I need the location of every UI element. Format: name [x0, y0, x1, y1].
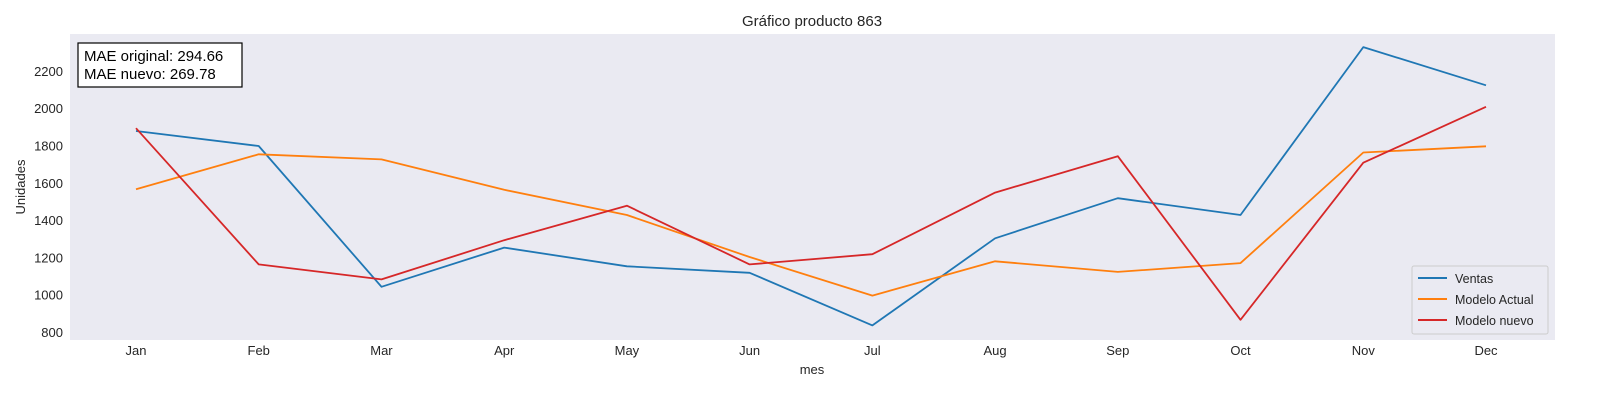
- x-tick-label: Nov: [1352, 343, 1376, 358]
- x-tick-label: Jun: [739, 343, 760, 358]
- x-tick-label: Feb: [248, 343, 270, 358]
- y-axis-ticks: 800 1000 1200 1400 1600 1800 2000 2200: [34, 64, 63, 340]
- x-tick-label: May: [615, 343, 640, 358]
- y-tick-label: 1400: [34, 213, 63, 228]
- y-tick-label: 1800: [34, 138, 63, 153]
- annotation-line-1: MAE original: 294.66: [84, 48, 223, 65]
- y-tick-label: 1000: [34, 288, 63, 303]
- legend: Ventas Modelo Actual Modelo nuevo: [1411, 265, 1549, 335]
- series-lines: [135, 46, 1487, 327]
- series-line-ventas: [135, 46, 1487, 327]
- y-tick-label: 2200: [34, 64, 63, 79]
- mae-annotation: MAE original: 294.66 MAE nuevo: 269.78: [77, 42, 243, 88]
- chart-title: Gráfico producto 863: [742, 13, 882, 30]
- x-axis-title: mes: [800, 362, 825, 377]
- series-line-modelo-nuevo: [135, 105, 1487, 321]
- annotation-box: [77, 42, 243, 88]
- x-tick-label: Sep: [1106, 343, 1129, 358]
- series-line-modelo-actual: [135, 145, 1487, 297]
- legend-label-ventas: Ventas: [1455, 272, 1493, 286]
- y-axis-title: Unidades: [13, 159, 28, 214]
- y-tick-label: 1600: [34, 176, 63, 191]
- plot-background: [70, 34, 1555, 340]
- x-tick-label: Aug: [984, 343, 1007, 358]
- x-tick-label: Oct: [1230, 343, 1251, 358]
- y-tick-label: 2000: [34, 101, 63, 116]
- x-tick-label: Jul: [864, 343, 881, 358]
- x-tick-label: Apr: [494, 343, 515, 358]
- annotation-line-2: MAE nuevo: 269.78: [84, 66, 216, 83]
- legend-box: [1411, 265, 1549, 335]
- y-tick-label: 1200: [34, 250, 63, 265]
- legend-label-modelo-nuevo: Modelo nuevo: [1455, 314, 1534, 328]
- x-axis-ticks: Jan Feb Mar Apr May Jun Jul Aug Sep Oct Nov Dec: [126, 343, 1499, 358]
- x-tick-label: Dec: [1474, 343, 1498, 358]
- y-tick-label: 800: [41, 325, 63, 340]
- legend-label-modelo-actual: Modelo Actual: [1455, 293, 1534, 307]
- x-tick-label: Mar: [370, 343, 393, 358]
- x-tick-label: Jan: [126, 343, 147, 358]
